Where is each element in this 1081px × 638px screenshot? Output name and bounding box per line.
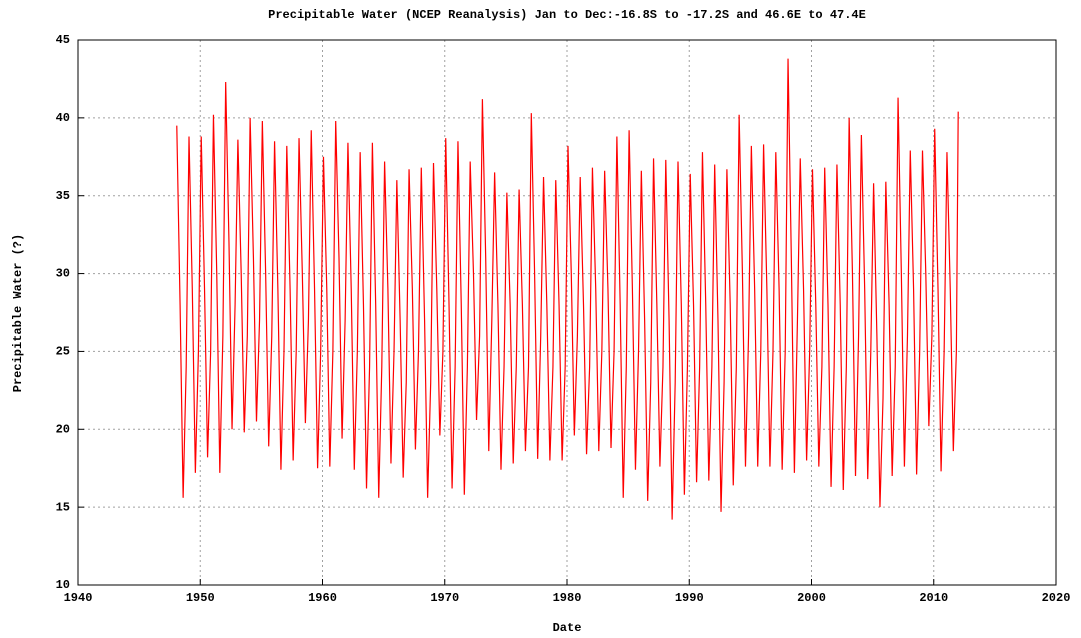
x-tick-label: 1990 bbox=[675, 591, 704, 605]
y-tick-label: 30 bbox=[56, 267, 70, 281]
x-tick-label: 1980 bbox=[553, 591, 582, 605]
plot-frame bbox=[77, 39, 1057, 586]
x-tick-label: 2020 bbox=[1042, 591, 1071, 605]
x-tick-label: 1960 bbox=[308, 591, 337, 605]
y-axis-label: Precipitable Water (?) bbox=[11, 234, 25, 392]
y-tick-label: 35 bbox=[56, 189, 70, 203]
x-tick-label: 1940 bbox=[64, 591, 93, 605]
x-tick-label: 1970 bbox=[430, 591, 459, 605]
x-tick-label: 1950 bbox=[186, 591, 215, 605]
y-tick-label: 40 bbox=[56, 111, 70, 125]
y-tick-label: 15 bbox=[56, 500, 70, 514]
y-tick-label: 20 bbox=[56, 422, 70, 436]
x-tick-label: 2010 bbox=[919, 591, 948, 605]
chart-title: Precipitable Water (NCEP Reanalysis) Jan… bbox=[268, 8, 866, 22]
x-axis-label: Date bbox=[553, 621, 582, 635]
y-tick-label: 10 bbox=[56, 578, 70, 592]
x-tick-label: 2000 bbox=[797, 591, 826, 605]
data-line bbox=[176, 58, 959, 520]
y-tick-label: 25 bbox=[56, 345, 70, 359]
y-tick-label: 45 bbox=[56, 33, 70, 47]
